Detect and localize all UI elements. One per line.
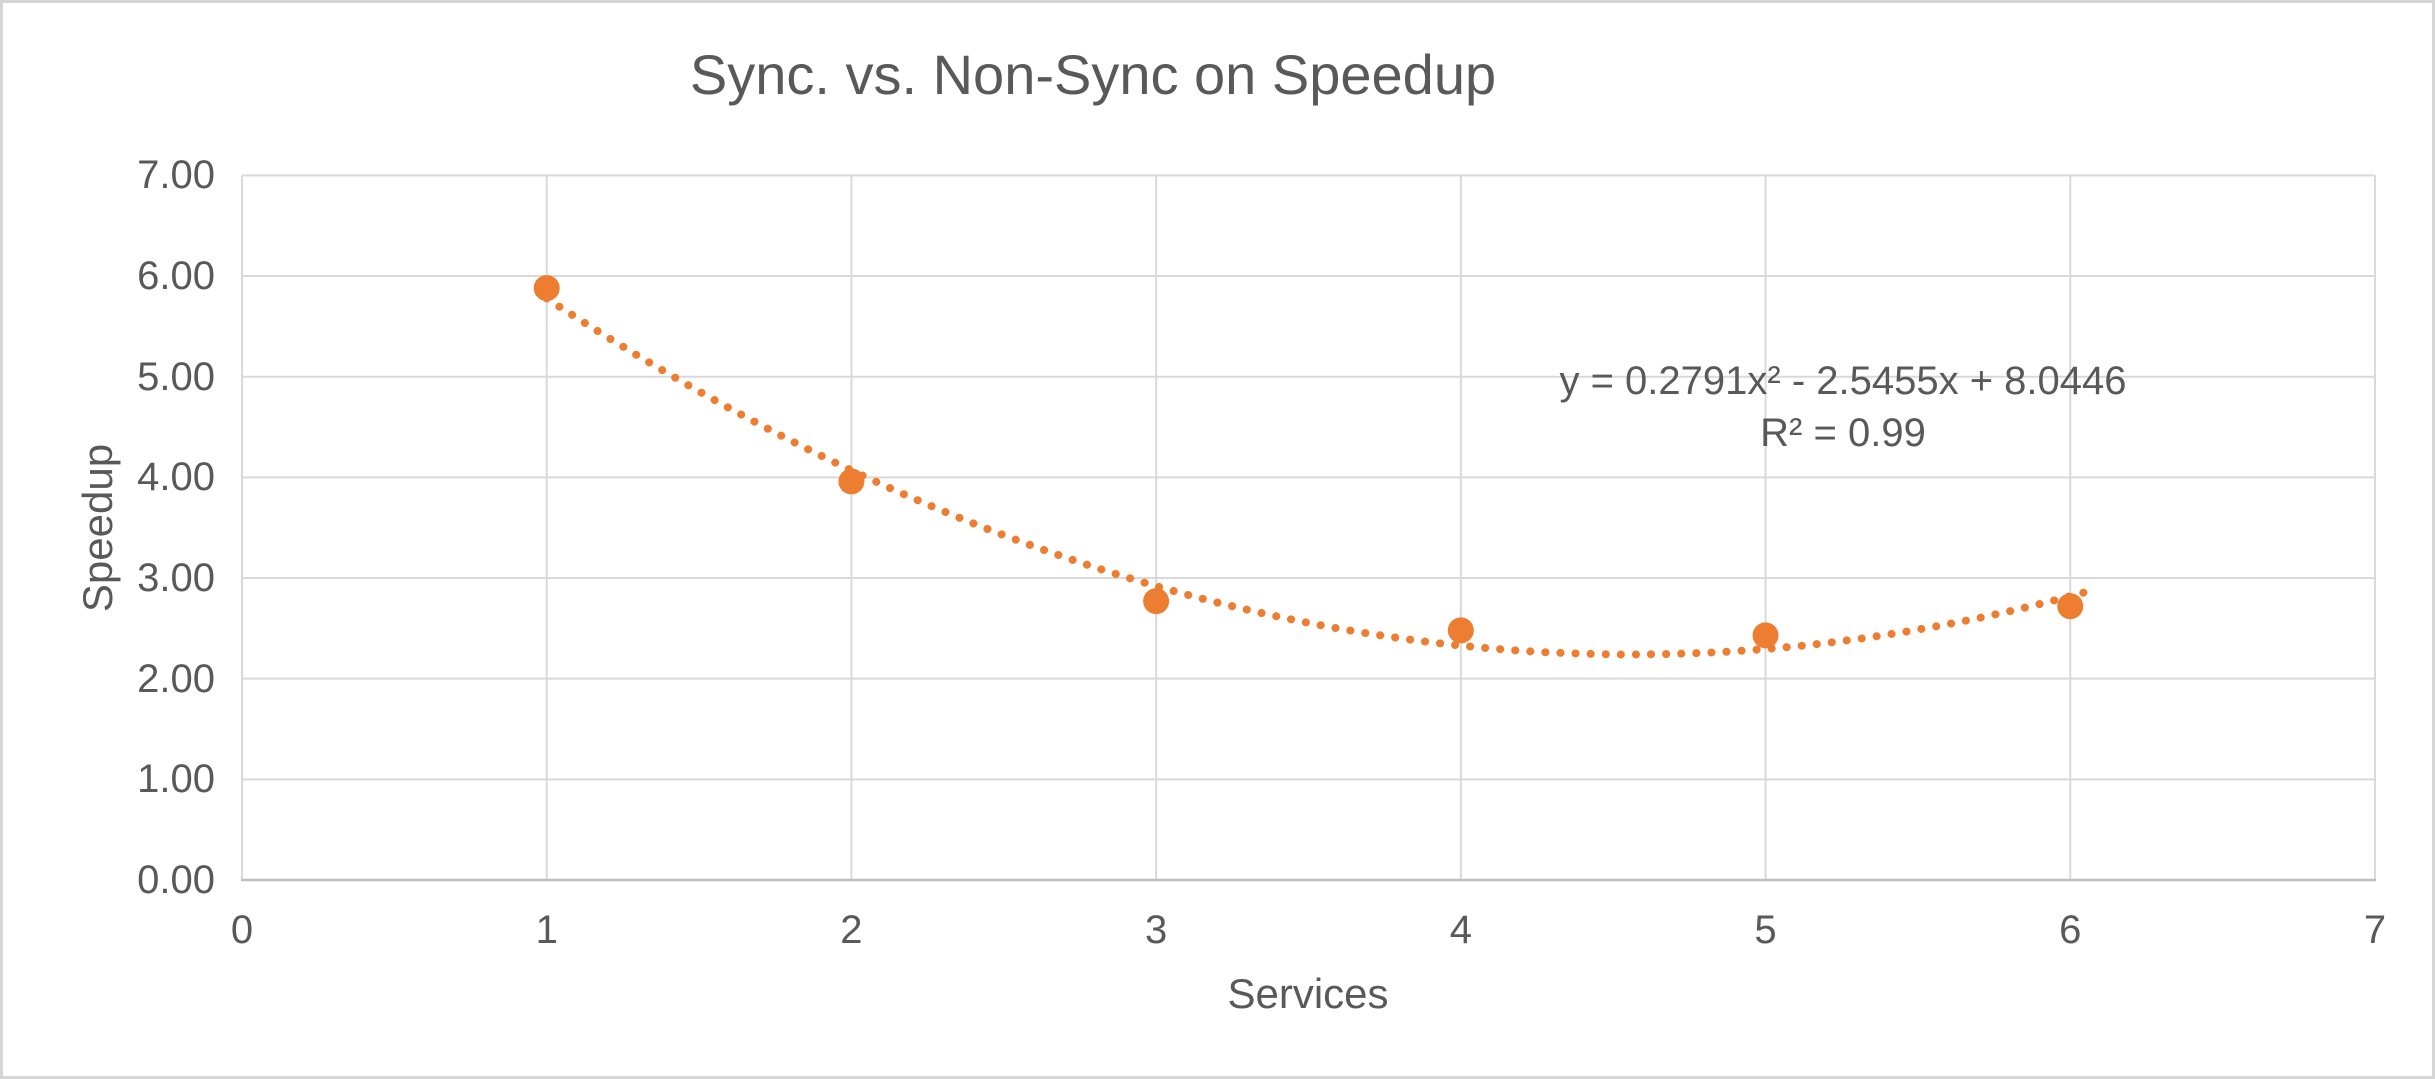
data-point: [838, 468, 865, 495]
data-point: [2057, 593, 2084, 620]
x-tick-label: 1: [535, 908, 558, 952]
y-tick-label: 5.00: [137, 354, 215, 399]
y-tick-label: 4.00: [137, 455, 215, 500]
y-tick-label: 7.00: [137, 153, 215, 198]
r-squared-label: R² = 0.99: [1760, 411, 1926, 455]
x-tick-label: 3: [1145, 908, 1168, 952]
x-tick-label: 7: [2363, 908, 2387, 952]
trendline-equation-block: y = 0.2791x² - 2.5455x + 8.0446 R² = 0.9…: [1543, 355, 2143, 459]
x-tick-label: 2: [840, 908, 863, 952]
y-tick-label: 1.00: [137, 757, 215, 802]
trendline-path: [542, 294, 2090, 659]
x-tick-label: 5: [1754, 908, 1777, 952]
y-tick-label: 2.00: [137, 656, 215, 701]
x-tick-label: 0: [230, 908, 254, 952]
x-axis-title: Services: [1227, 970, 1389, 1017]
trendline-equation-label: y = 0.2791x² - 2.5455x + 8.0446: [1559, 359, 2127, 403]
data-point: [533, 275, 560, 302]
data-point: [1447, 617, 1474, 644]
x-tick-label: 6: [2059, 908, 2082, 952]
data-point: [1752, 622, 1779, 649]
data-point: [1143, 588, 1170, 615]
y-tick-label: 6.00: [137, 254, 215, 299]
y-tick-label: 3.00: [137, 556, 215, 601]
y-axis-title: Speedup: [74, 443, 121, 613]
y-tick-label: 0.00: [137, 858, 215, 902]
chart-title: Sync. vs. Non-Sync on Speedup: [689, 43, 1497, 106]
x-tick-label: 4: [1449, 908, 1472, 952]
plot-area: [241, 174, 2376, 882]
